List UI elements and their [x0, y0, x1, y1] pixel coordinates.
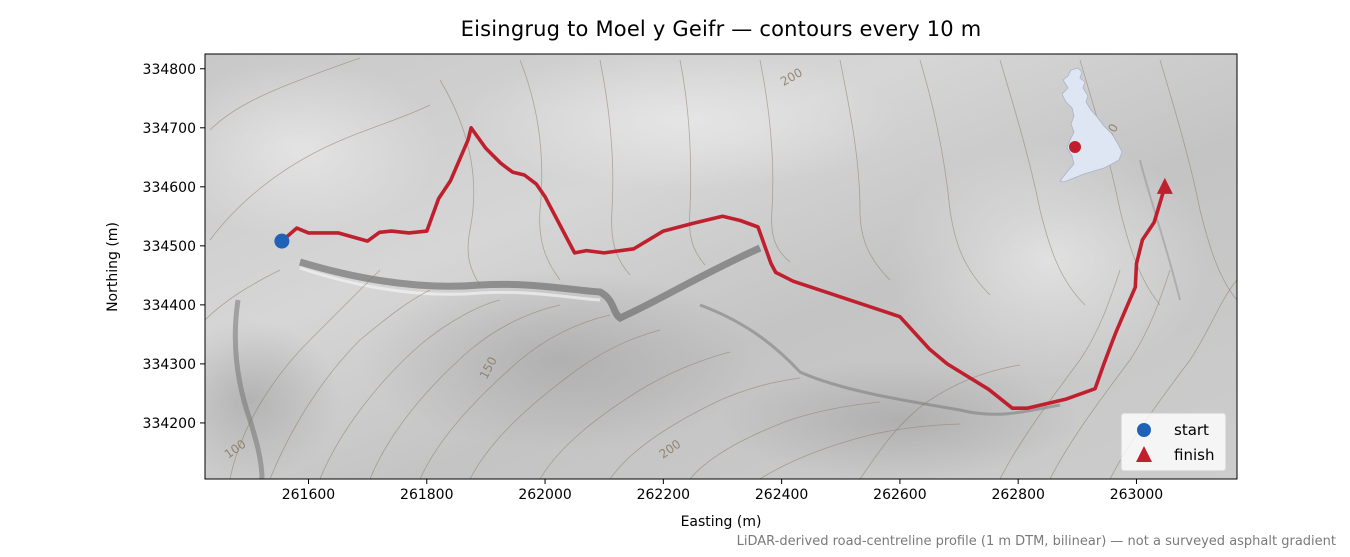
x-tick-label: 263000 — [1110, 487, 1163, 503]
axes-frame — [204, 53, 1238, 480]
x-axis-ticks: 261600 261800 262000 262200 262400 262600 2628… — [282, 479, 1163, 503]
x-axis-label: Easting (m) — [680, 514, 762, 530]
chart-title: Eisingrug to Moel y Geifr — contours eve… — [460, 17, 982, 41]
y-tick-label: 334500 — [143, 239, 196, 255]
finish-marker — [1156, 177, 1173, 194]
y-tick-label: 334700 — [143, 121, 196, 137]
x-tick-label: 262200 — [637, 487, 690, 503]
route-markers — [274, 177, 1173, 249]
inset-location-marker — [1069, 141, 1081, 153]
great-britain-outline — [1059, 67, 1123, 183]
y-tick-label: 334400 — [143, 298, 196, 314]
x-tick-label: 262600 — [873, 487, 926, 503]
y-tick-label: 334600 — [143, 180, 196, 196]
start-marker — [274, 233, 290, 249]
y-tick-label: 334300 — [143, 357, 196, 373]
x-tick-label: 261600 — [282, 487, 335, 503]
footnote: LiDAR-derived road-centreline profile (1… — [736, 534, 1336, 549]
legend-finish-label: finish — [1174, 446, 1214, 464]
contour-lines — [205, 57, 1237, 479]
y-tick-label: 334200 — [143, 416, 196, 432]
y-tick-label: 334800 — [143, 62, 196, 78]
x-tick-label: 261800 — [400, 487, 453, 503]
legend-finish-icon — [1136, 446, 1152, 462]
x-tick-label: 262800 — [991, 487, 1044, 503]
route-line — [280, 126, 1167, 410]
legend-start-label: start — [1174, 421, 1209, 439]
y-axis-ticks: 334200 334300 334400 334500 334600 334700 3348… — [143, 62, 205, 432]
x-tick-label: 262000 — [518, 487, 571, 503]
x-tick-label: 262400 — [755, 487, 808, 503]
legend: start finish — [1120, 412, 1227, 472]
inset-map — [1059, 67, 1123, 183]
legend-start-icon — [1137, 423, 1151, 437]
y-axis-label: Northing (m) — [105, 222, 121, 312]
